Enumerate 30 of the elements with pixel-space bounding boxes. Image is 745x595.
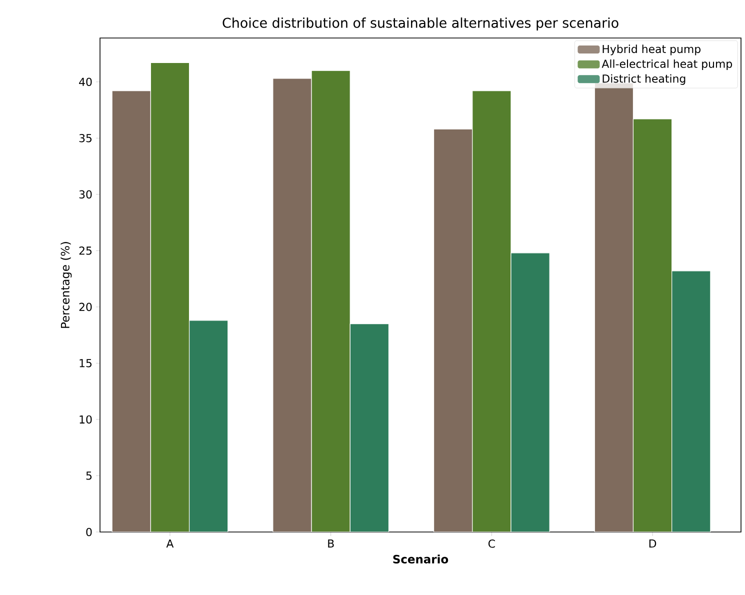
x-tick-label: C: [488, 540, 495, 548]
bar: [312, 70, 350, 532]
bar: [272, 78, 312, 532]
legend-label: District heating: [602, 74, 686, 85]
bar: [112, 90, 151, 532]
bar: [350, 324, 389, 532]
legend-label: All-electrical heat pump: [602, 59, 732, 70]
x-tick-label: B: [328, 540, 334, 548]
y-tick-label: 35: [79, 134, 92, 142]
y-tick-label: 20: [79, 302, 92, 312]
y-tick-label: 5: [86, 472, 92, 480]
x-axis-title: Scenario: [393, 554, 448, 564]
x-tick-label: D: [649, 540, 656, 548]
y-tick-label: 10: [80, 415, 92, 424]
y-axis-title: Percentage (%): [60, 242, 72, 328]
bar: [472, 90, 512, 532]
bar: [188, 320, 228, 532]
legend-label: Hybrid heat pump: [602, 44, 700, 56]
y-tick-label: 15: [80, 359, 92, 368]
bar: [150, 62, 190, 532]
y-tick-label: 40: [79, 78, 92, 86]
bar: [632, 118, 672, 532]
y-tick-label: 0: [86, 528, 92, 536]
x-tick-label: A: [166, 540, 174, 548]
y-tick-label: 30: [79, 190, 92, 199]
bar: [510, 252, 550, 532]
bar: [433, 128, 473, 532]
y-tick-label: 25: [79, 246, 92, 255]
chart-title: Choice distribution of sustainable alternatives per scenario: [222, 17, 618, 30]
bar: [672, 270, 711, 532]
